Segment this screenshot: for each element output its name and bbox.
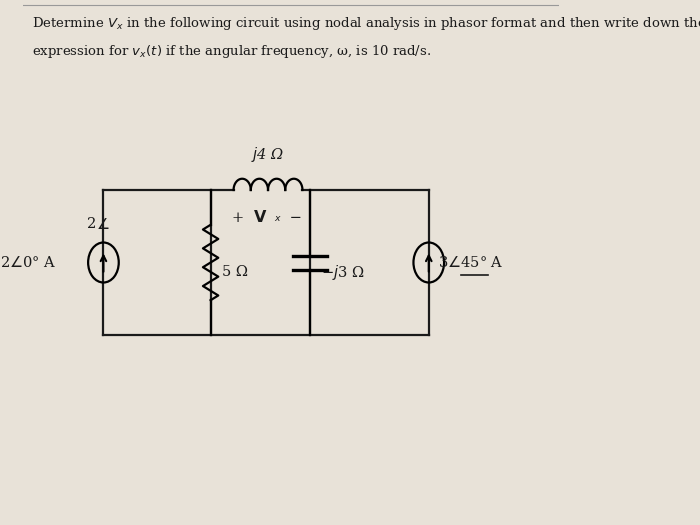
Text: −$j$3 Ω: −$j$3 Ω — [321, 263, 365, 282]
Text: 2: 2 — [87, 217, 96, 232]
Text: 2$\angle$0° A: 2$\angle$0° A — [0, 255, 56, 270]
Text: $\mathbf{V}$: $\mathbf{V}$ — [253, 209, 267, 226]
Text: $j$4 Ω: $j$4 Ω — [251, 144, 285, 163]
Text: −: − — [285, 211, 302, 225]
Text: $\angle$: $\angle$ — [96, 217, 109, 232]
Text: $_x$: $_x$ — [274, 212, 282, 225]
Text: +: + — [232, 211, 249, 225]
Text: Determine $V_x$ in the following circuit using nodal analysis in phasor format a: Determine $V_x$ in the following circuit… — [32, 15, 700, 32]
Text: 3$\angle$45° A: 3$\angle$45° A — [438, 255, 503, 270]
Text: 5 Ω: 5 Ω — [222, 266, 248, 279]
Text: expression for $v_x(t)$ if the angular frequency, ω, is 10 rad/s.: expression for $v_x(t)$ if the angular f… — [32, 43, 431, 60]
